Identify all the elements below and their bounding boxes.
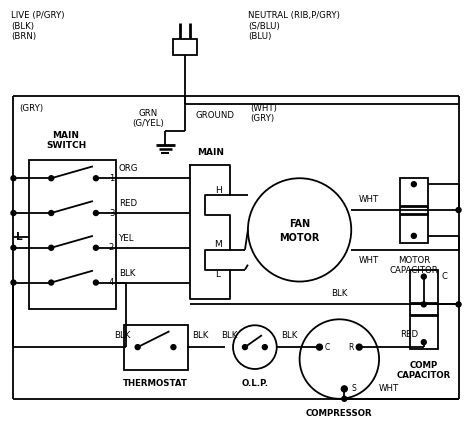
- Circle shape: [356, 344, 362, 350]
- Text: WHT: WHT: [379, 384, 399, 393]
- Circle shape: [49, 245, 54, 250]
- Text: BLK: BLK: [114, 331, 131, 340]
- Circle shape: [456, 302, 461, 307]
- Text: RED: RED: [400, 330, 418, 339]
- Text: COMPRESSOR: COMPRESSOR: [306, 409, 373, 418]
- Text: O.L.P.: O.L.P.: [241, 379, 268, 388]
- Text: COMP
CAPACITOR: COMP CAPACITOR: [397, 361, 451, 380]
- Circle shape: [421, 274, 426, 279]
- Circle shape: [11, 280, 16, 285]
- Circle shape: [248, 178, 351, 282]
- Circle shape: [93, 211, 99, 215]
- Circle shape: [49, 176, 54, 181]
- Circle shape: [300, 319, 379, 399]
- Circle shape: [93, 176, 99, 181]
- Text: GRN
(G/YEL): GRN (G/YEL): [133, 109, 164, 128]
- Circle shape: [233, 325, 277, 369]
- Text: 2: 2: [109, 243, 114, 252]
- Bar: [400, 178, 428, 243]
- Text: LIVE (P/GRY)
(BLK)
(BRN): LIVE (P/GRY) (BLK) (BRN): [11, 11, 65, 41]
- Circle shape: [411, 233, 416, 238]
- Text: WHT: WHT: [359, 195, 379, 204]
- Text: M: M: [214, 240, 222, 249]
- Circle shape: [49, 280, 54, 285]
- Text: C: C: [325, 343, 330, 352]
- Text: BLK: BLK: [282, 331, 298, 340]
- Circle shape: [421, 302, 426, 307]
- Text: MAIN
SWITCH: MAIN SWITCH: [46, 131, 86, 150]
- Text: 3: 3: [109, 208, 114, 217]
- Text: L: L: [216, 270, 220, 279]
- Circle shape: [317, 344, 322, 350]
- Circle shape: [11, 211, 16, 215]
- Circle shape: [243, 345, 247, 350]
- Circle shape: [49, 211, 54, 215]
- Text: 1: 1: [109, 174, 114, 183]
- Text: RED: RED: [119, 199, 137, 208]
- Circle shape: [456, 208, 461, 213]
- Circle shape: [411, 182, 416, 187]
- Text: BLK: BLK: [192, 331, 209, 340]
- Text: MOTOR
CAPACITOR: MOTOR CAPACITOR: [390, 256, 438, 275]
- Text: BLK: BLK: [331, 289, 347, 298]
- Text: C: C: [442, 272, 447, 281]
- Circle shape: [135, 345, 140, 350]
- Text: L: L: [16, 232, 23, 242]
- Text: BLK: BLK: [119, 269, 135, 278]
- Text: THERMOSTAT: THERMOSTAT: [123, 379, 188, 388]
- Text: FAN: FAN: [289, 219, 310, 229]
- Text: YEL: YEL: [119, 234, 134, 243]
- Text: NEUTRAL (RIB,P/GRY)
(S/BLU)
(BLU): NEUTRAL (RIB,P/GRY) (S/BLU) (BLU): [248, 11, 340, 41]
- Circle shape: [341, 386, 347, 392]
- Text: S: S: [352, 384, 356, 393]
- Circle shape: [262, 345, 267, 350]
- Text: WHT: WHT: [359, 256, 379, 265]
- Text: MOTOR: MOTOR: [279, 233, 320, 243]
- Circle shape: [11, 176, 16, 181]
- Circle shape: [93, 280, 99, 285]
- Text: H: H: [215, 186, 221, 195]
- Circle shape: [342, 396, 347, 401]
- Circle shape: [421, 340, 426, 345]
- Circle shape: [11, 245, 16, 250]
- Bar: [29, 160, 116, 309]
- Text: R: R: [348, 343, 354, 352]
- Bar: [124, 325, 188, 370]
- Circle shape: [171, 345, 176, 350]
- Bar: [410, 270, 438, 349]
- Text: ORG: ORG: [119, 164, 138, 173]
- Text: (GRY): (GRY): [19, 104, 44, 113]
- Circle shape: [93, 245, 99, 250]
- Bar: [173, 39, 197, 55]
- Text: BLK: BLK: [222, 331, 238, 340]
- Text: GROUND: GROUND: [195, 111, 234, 120]
- Text: MAIN: MAIN: [197, 149, 224, 158]
- Text: 4: 4: [109, 278, 114, 287]
- Text: (WHT)
(GRY): (WHT) (GRY): [250, 104, 277, 123]
